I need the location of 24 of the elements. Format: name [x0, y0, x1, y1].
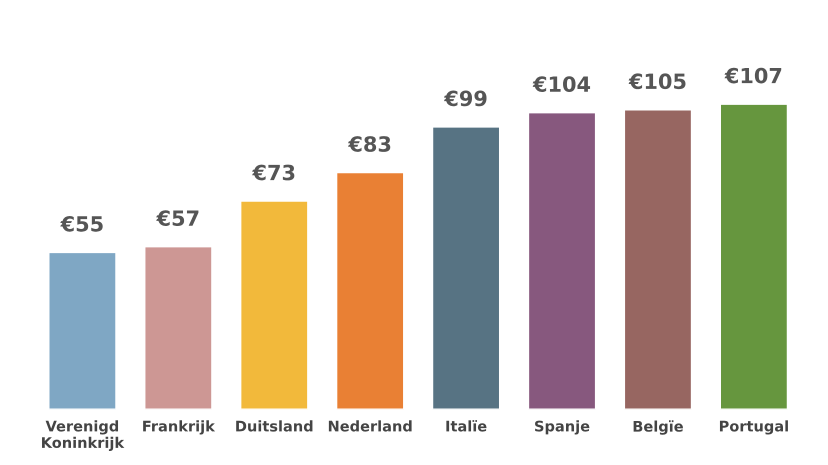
bar: [336, 172, 404, 410]
x-tick-label: Spanje: [535, 420, 590, 435]
bar: [432, 126, 500, 410]
data-label: €73: [252, 164, 294, 180]
x-tick-label: Belgïe: [634, 420, 683, 435]
bar: [48, 252, 117, 410]
data-label: €105: [628, 73, 686, 90]
data-label: €99: [444, 90, 487, 106]
x-tick-label: Italïe: [446, 420, 486, 432]
data-label: €55: [60, 216, 103, 232]
data-label: €57: [156, 210, 198, 226]
bar: [624, 109, 692, 410]
bar: [240, 200, 309, 410]
bar: [720, 103, 788, 410]
x-tick-label: Duitsland: [236, 420, 312, 432]
bar: [144, 246, 213, 410]
x-tick-label: Verenigd Koninkrijk: [42, 420, 124, 451]
x-tick-label: Nederland: [328, 420, 412, 432]
data-label: €107: [724, 68, 782, 84]
x-tick-label: Portugal: [720, 420, 788, 435]
data-label: €104: [532, 76, 590, 92]
data-label: €83: [348, 136, 390, 152]
x-tick-label: Frankrijk: [143, 420, 216, 435]
bar: [528, 112, 596, 410]
